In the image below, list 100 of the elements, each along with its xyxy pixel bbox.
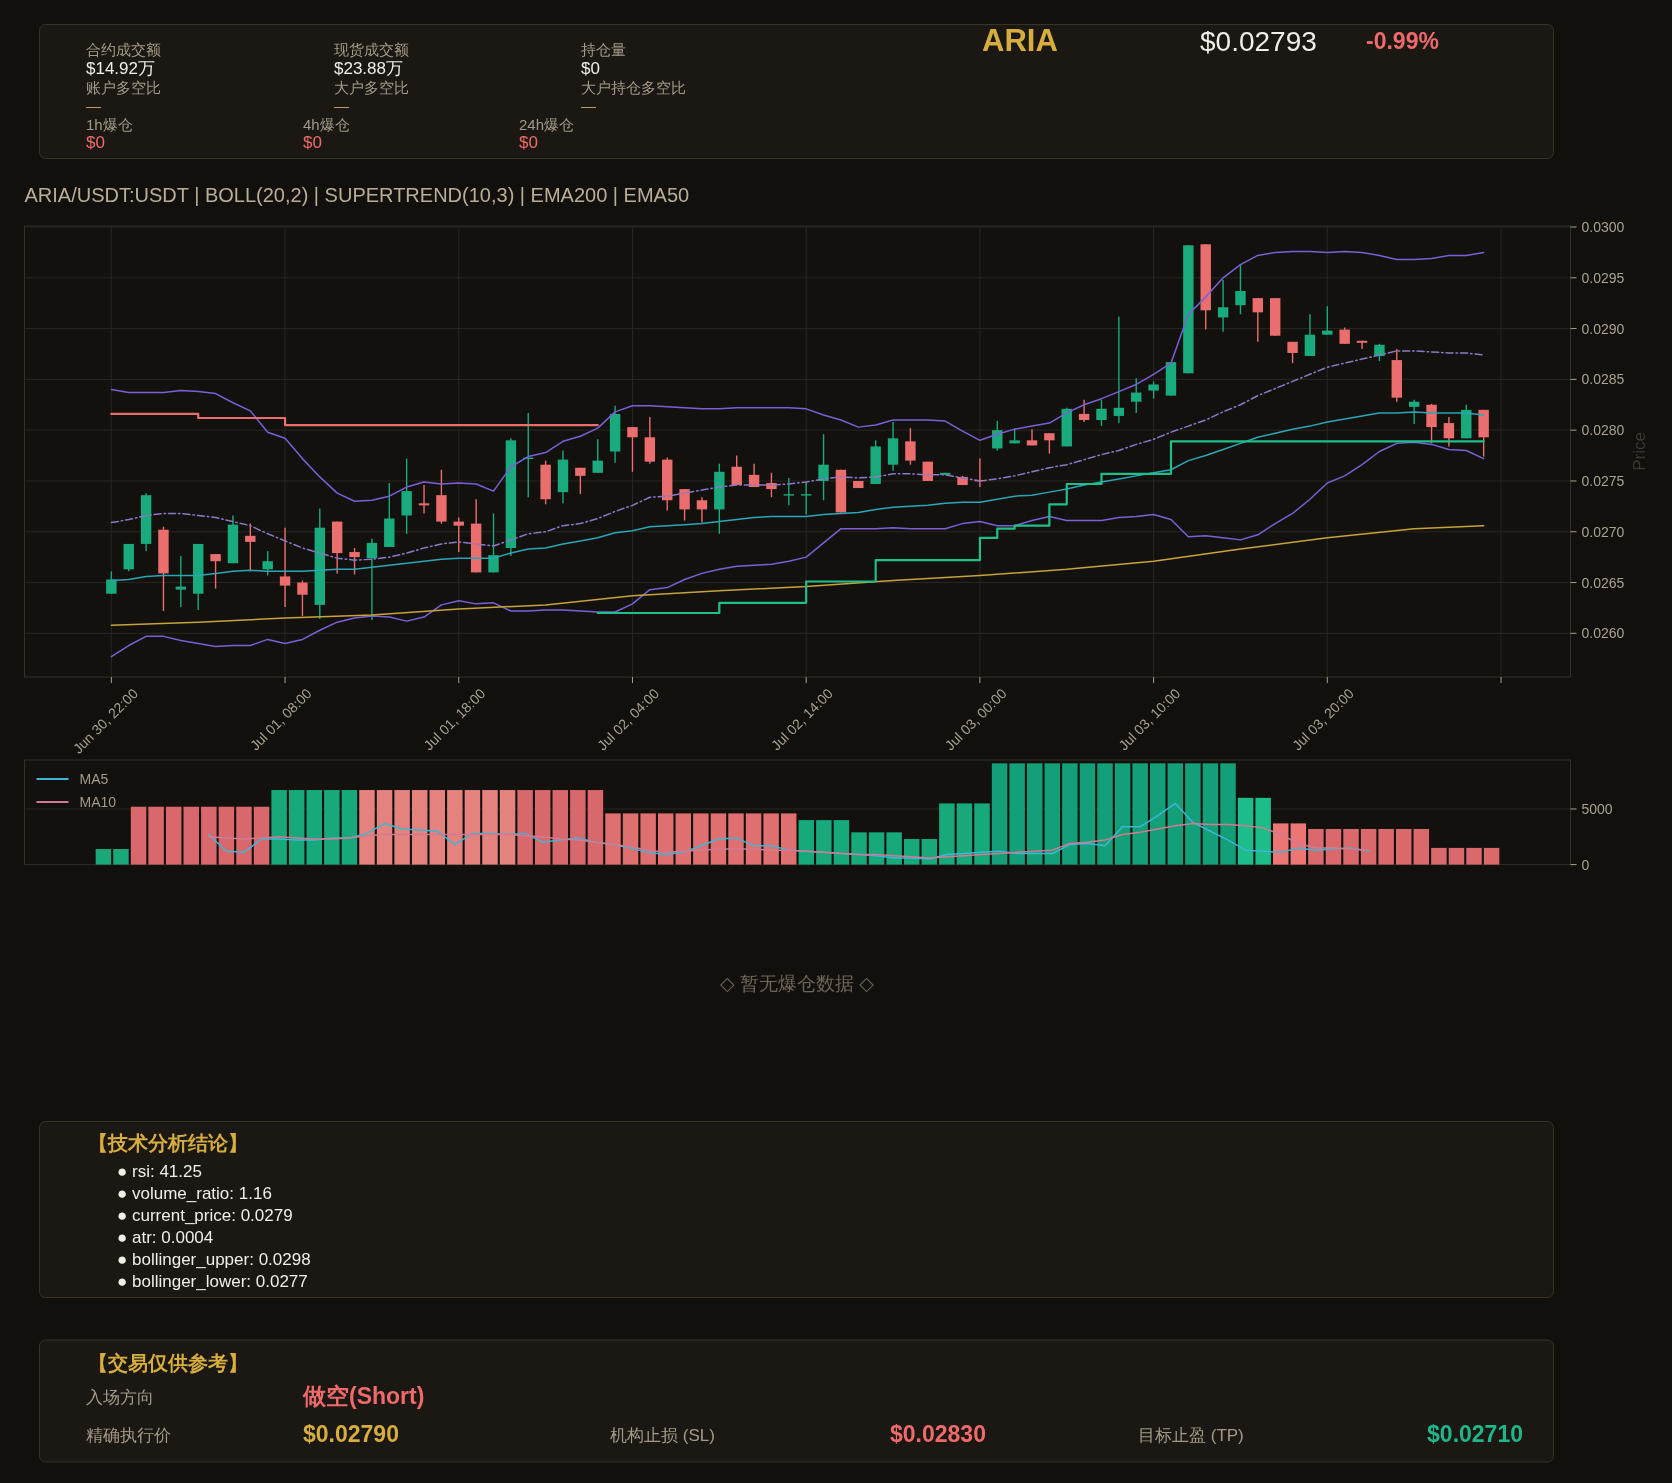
bar — [1360, 828, 1377, 865]
candlestick — [366, 538, 378, 621]
bar — [359, 790, 375, 865]
bar — [587, 790, 604, 865]
bar — [324, 790, 340, 865]
bar — [798, 820, 815, 865]
text: $0.02793 — [1200, 26, 1317, 57]
text: 大户持仓多空比 — [581, 79, 686, 96]
bar — [253, 806, 270, 865]
line-series — [110, 250, 1485, 503]
bar — [833, 820, 850, 865]
bar — [1255, 797, 1271, 865]
candlestick — [731, 454, 742, 486]
y-tick-label: 5000 — [1581, 800, 1613, 817]
bar — [1325, 828, 1342, 865]
bar — [1009, 763, 1025, 865]
bar — [1466, 847, 1482, 865]
text: 入场方向 — [86, 1388, 154, 1407]
bar — [974, 803, 990, 865]
line-series — [208, 822, 1370, 859]
text: 合约成交额 — [86, 41, 161, 58]
candlestick — [1131, 377, 1142, 414]
y-tick-label: 0.0300 — [1581, 219, 1625, 236]
bar — [956, 803, 973, 865]
bar — [1431, 847, 1447, 865]
candlestick — [679, 488, 690, 522]
bar — [517, 790, 533, 865]
candlestick — [1217, 279, 1229, 333]
text: 现货成交额 — [334, 41, 409, 58]
y-tick-label: 0.0285 — [1581, 371, 1625, 388]
text: ARIA — [982, 23, 1058, 58]
bar — [675, 813, 692, 865]
text: — — [86, 97, 101, 114]
y-tick-label: 0.0265 — [1581, 574, 1625, 591]
candlestick — [1026, 428, 1038, 447]
candlestick — [279, 526, 291, 608]
candlestick — [106, 570, 117, 595]
bar — [1026, 763, 1043, 865]
text: ● atr: 0.0004 — [117, 1228, 214, 1247]
y-tick-label: 0.0275 — [1581, 472, 1625, 489]
y-tick-label: 0.0295 — [1581, 269, 1625, 286]
bar — [728, 813, 744, 865]
bar — [1290, 823, 1307, 865]
bar — [640, 813, 656, 865]
bar — [464, 790, 481, 865]
bar — [394, 790, 410, 865]
text: ● rsi: 41.25 — [117, 1162, 202, 1181]
text: $0 — [581, 59, 600, 78]
bar — [1220, 763, 1236, 865]
candlestick — [245, 522, 256, 573]
line-series — [208, 802, 1370, 860]
bar — [1237, 797, 1254, 865]
candlestick — [1304, 313, 1316, 357]
text: 【交易仅供参考】 — [88, 1352, 248, 1374]
candlestick — [1044, 432, 1055, 455]
bar — [552, 790, 569, 865]
bar — [534, 790, 551, 865]
text: — — [334, 97, 349, 114]
bar — [183, 806, 199, 865]
bar — [816, 820, 832, 865]
bar — [921, 839, 938, 865]
bar — [991, 763, 1008, 865]
bar — [657, 813, 674, 865]
text: 【技术分析结论】 — [88, 1132, 248, 1154]
candlestick — [349, 547, 360, 576]
text: ● bollinger_upper: 0.0298 — [117, 1250, 311, 1269]
bar — [693, 813, 709, 865]
bar — [1378, 828, 1394, 865]
bar — [1132, 763, 1148, 865]
candlestick — [297, 579, 308, 617]
bar — [745, 813, 762, 865]
candlestick — [783, 477, 795, 507]
bar — [1062, 763, 1078, 865]
bar — [1044, 763, 1061, 865]
bar — [1185, 763, 1201, 865]
text: -0.99% — [1366, 28, 1439, 54]
text: $0 — [519, 133, 538, 152]
text: 精确执行价 — [86, 1426, 171, 1445]
candlestick — [1235, 263, 1246, 316]
candlestick — [262, 550, 273, 577]
bar — [1413, 828, 1430, 865]
text: 机构止损 (SL) — [610, 1426, 715, 1445]
bar — [605, 813, 621, 865]
bar — [411, 790, 428, 865]
bar — [447, 790, 463, 865]
candlestick — [818, 433, 829, 501]
bar — [1273, 823, 1289, 865]
candlestick — [1113, 315, 1125, 424]
bar — [271, 790, 287, 865]
bar — [130, 806, 147, 865]
bar — [886, 832, 902, 865]
bar — [1150, 763, 1166, 865]
candlestick — [1426, 403, 1437, 445]
bar — [201, 806, 217, 865]
y-tick-label: 0.0290 — [1581, 320, 1625, 337]
candlestick — [592, 438, 603, 474]
candlestick — [1096, 399, 1107, 427]
text: 目标止盈 (TP) — [1138, 1426, 1244, 1445]
bar — [1448, 847, 1465, 865]
candlestick — [696, 496, 708, 524]
